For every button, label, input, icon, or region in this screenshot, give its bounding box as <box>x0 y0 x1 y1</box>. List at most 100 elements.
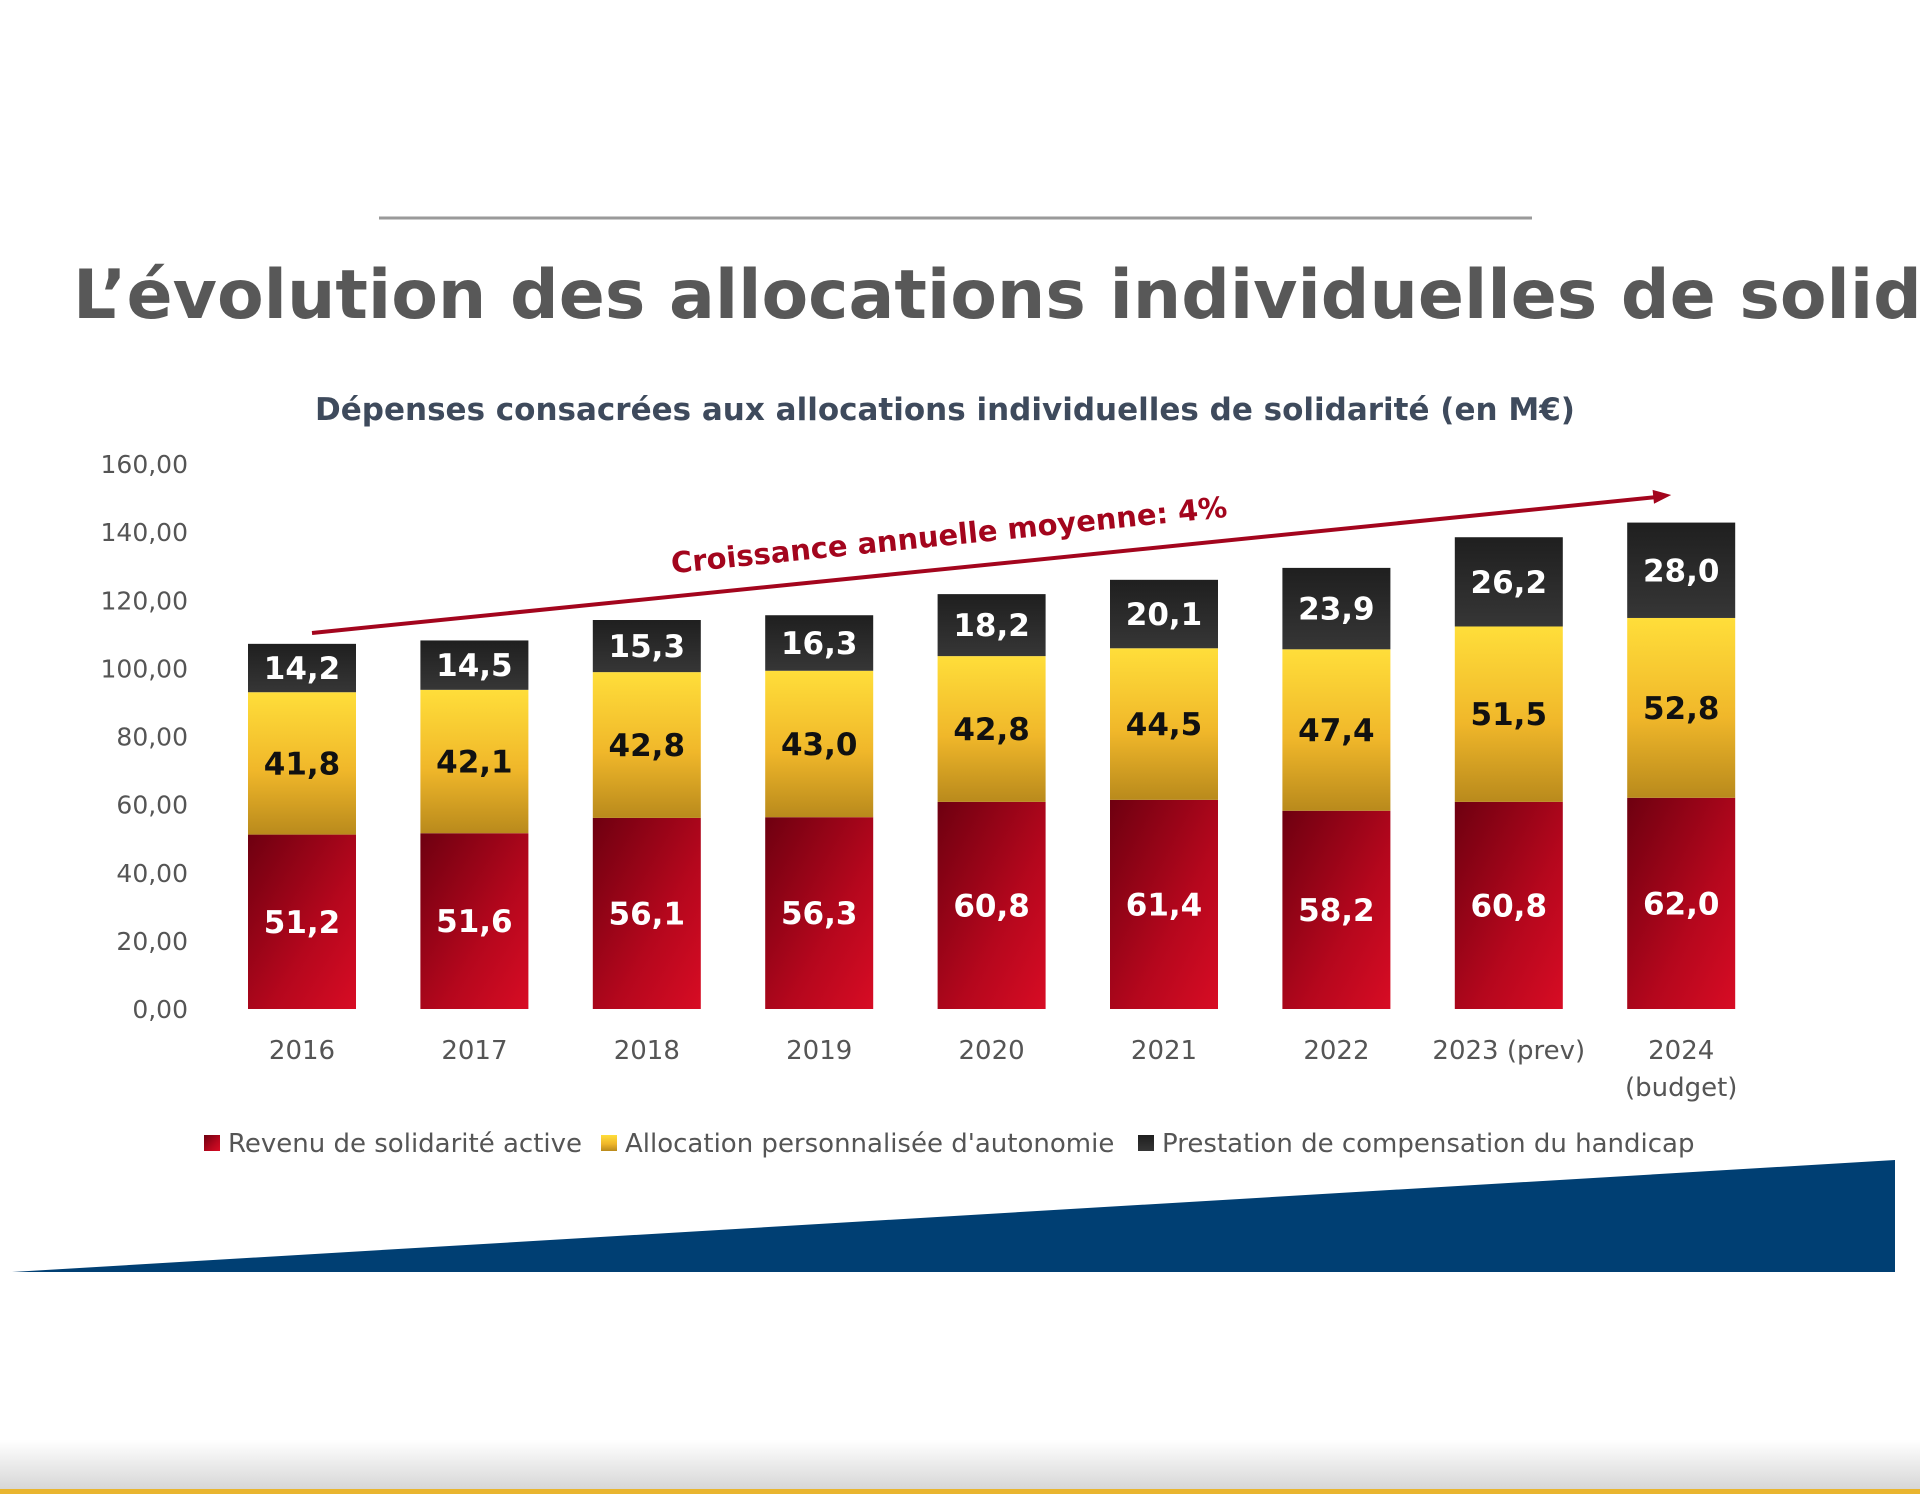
bar-segment-rsa <box>248 834 356 1009</box>
data-label: 16,3 <box>781 626 858 662</box>
bar-segment-rsa <box>765 817 874 1009</box>
bar-segment-apa <box>592 672 701 818</box>
y-tick-label: 20,00 <box>116 927 188 956</box>
data-label: 52,8 <box>1643 691 1720 727</box>
data-label: 14,5 <box>436 648 513 684</box>
bar-segment-rsa <box>1110 799 1218 1009</box>
bar-segment-apa <box>1110 648 1218 800</box>
bar-segment-apa <box>1627 617 1736 798</box>
bar-segment-pch <box>1282 567 1391 650</box>
bar-segment-apa <box>937 656 1046 802</box>
data-label: 60,8 <box>1471 888 1548 924</box>
bar-segment-pch <box>765 615 874 671</box>
bar-segment-apa <box>248 692 356 835</box>
bar-segment-apa <box>420 689 529 834</box>
data-label: 51,5 <box>1471 697 1548 733</box>
x-tick-label-line: 2024 <box>1648 1036 1714 1066</box>
bar-segment-rsa <box>592 817 701 1009</box>
chart-title: Dépenses consacrées aux allocations indi… <box>315 392 1575 428</box>
data-label: 42,8 <box>609 728 686 764</box>
x-tick-label: 2023 (prev) <box>1432 1036 1585 1066</box>
legend-label: Allocation personnalisée d'autonomie <box>625 1129 1114 1159</box>
bottom-strip <box>0 1440 1920 1490</box>
x-tick-label-line: 2017 <box>441 1036 507 1066</box>
bar-segment-rsa <box>420 833 529 1009</box>
x-tick-label: 2018 <box>614 1036 680 1066</box>
x-tick-label-line: 2018 <box>614 1036 680 1066</box>
bar-plot-area: 51,2 41,8 14,2 51,6 42,1 14,5 56,1 42,8 15,3 56,3… <box>248 522 1736 1009</box>
bar-segment-pch <box>1627 522 1736 618</box>
x-tick-label: 2016 <box>269 1036 335 1066</box>
x-tick-label-line: 2019 <box>786 1036 852 1066</box>
data-label: 26,2 <box>1471 565 1548 601</box>
x-tick-label-line: 2023 (prev) <box>1432 1036 1585 1066</box>
bar-segment-rsa <box>937 801 1046 1009</box>
data-label: 28,0 <box>1643 553 1720 589</box>
y-tick-label: 0,00 <box>132 995 188 1024</box>
x-tick-label: 2024 (budget) <box>1625 1036 1737 1103</box>
bar-segment-apa <box>765 670 874 818</box>
data-label: 47,4 <box>1298 713 1375 749</box>
y-tick-label: 120,00 <box>101 586 188 615</box>
x-tick-label-line: 2020 <box>959 1036 1025 1066</box>
legend-label: Prestation de compensation du handicap <box>1162 1129 1695 1159</box>
legend-swatch <box>1138 1135 1154 1151</box>
x-tick-label: 2022 <box>1303 1036 1369 1066</box>
data-label: 15,3 <box>609 629 686 665</box>
x-tick-label-line: 2021 <box>1131 1036 1197 1066</box>
x-tick-label-line: 2022 <box>1303 1036 1369 1066</box>
bar-segment-pch <box>420 640 529 690</box>
bar-segment-rsa <box>1627 797 1736 1009</box>
legend-swatch <box>601 1135 617 1151</box>
y-tick-label: 80,00 <box>116 723 188 752</box>
data-label: 18,2 <box>953 608 1030 644</box>
bar-segment-pch <box>937 594 1046 657</box>
bar-segment-pch <box>592 620 701 673</box>
legend-label: Revenu de solidarité active <box>228 1129 582 1159</box>
data-label: 56,3 <box>781 896 858 932</box>
bar-segment-apa <box>1282 649 1391 811</box>
x-tick-label: 2017 <box>441 1036 507 1066</box>
legend-swatch <box>204 1135 220 1151</box>
growth-arrow-head <box>1652 489 1672 504</box>
legend: Revenu de solidarité active Allocation pe… <box>204 1129 1695 1159</box>
y-tick-label: 60,00 <box>116 791 188 820</box>
bottom-accent-line <box>0 1489 1920 1494</box>
data-label: 56,1 <box>609 896 686 932</box>
y-tick-label: 140,00 <box>101 518 188 547</box>
x-tick-label: 2019 <box>786 1036 852 1066</box>
x-axis: 2016 2017 2018 2019 2020 2021 2022 2023 (prev) 2… <box>269 1036 1738 1103</box>
data-label: 43,0 <box>781 727 858 763</box>
y-axis: 0,00 20,00 40,00 60,00 80,00 100,00 120,00 140,… <box>101 450 188 1024</box>
data-label: 51,6 <box>436 904 513 940</box>
x-tick-label: 2020 <box>959 1036 1025 1066</box>
data-label: 42,1 <box>436 745 513 781</box>
data-label: 58,2 <box>1298 893 1375 929</box>
data-label: 62,0 <box>1643 886 1720 922</box>
slide-title: L’évolution des allocations individuelle… <box>73 256 1920 335</box>
bar-segment-rsa <box>1282 810 1391 1009</box>
growth-arrow-line <box>311 495 1658 635</box>
data-label: 60,8 <box>953 888 1030 924</box>
y-tick-label: 40,00 <box>116 859 188 888</box>
bar-segment-apa <box>1454 626 1563 802</box>
x-tick-label-line: 2016 <box>269 1036 335 1066</box>
bar-segment-pch <box>1454 537 1563 627</box>
data-label: 42,8 <box>953 712 1030 748</box>
data-label: 51,2 <box>264 905 341 941</box>
x-tick-label-line: (budget) <box>1625 1073 1737 1103</box>
data-label: 41,8 <box>264 746 341 782</box>
data-label: 23,9 <box>1298 592 1375 628</box>
data-label: 20,1 <box>1126 597 1203 633</box>
data-label: 44,5 <box>1126 707 1203 743</box>
bar-segment-pch <box>248 643 356 693</box>
y-tick-label: 100,00 <box>101 654 188 683</box>
x-tick-label: 2021 <box>1131 1036 1197 1066</box>
bar-segment-rsa <box>1454 801 1563 1009</box>
data-label: 61,4 <box>1126 887 1203 923</box>
y-tick-label: 160,00 <box>101 450 188 479</box>
footer-band <box>12 1160 1895 1272</box>
data-label: 14,2 <box>264 651 341 687</box>
